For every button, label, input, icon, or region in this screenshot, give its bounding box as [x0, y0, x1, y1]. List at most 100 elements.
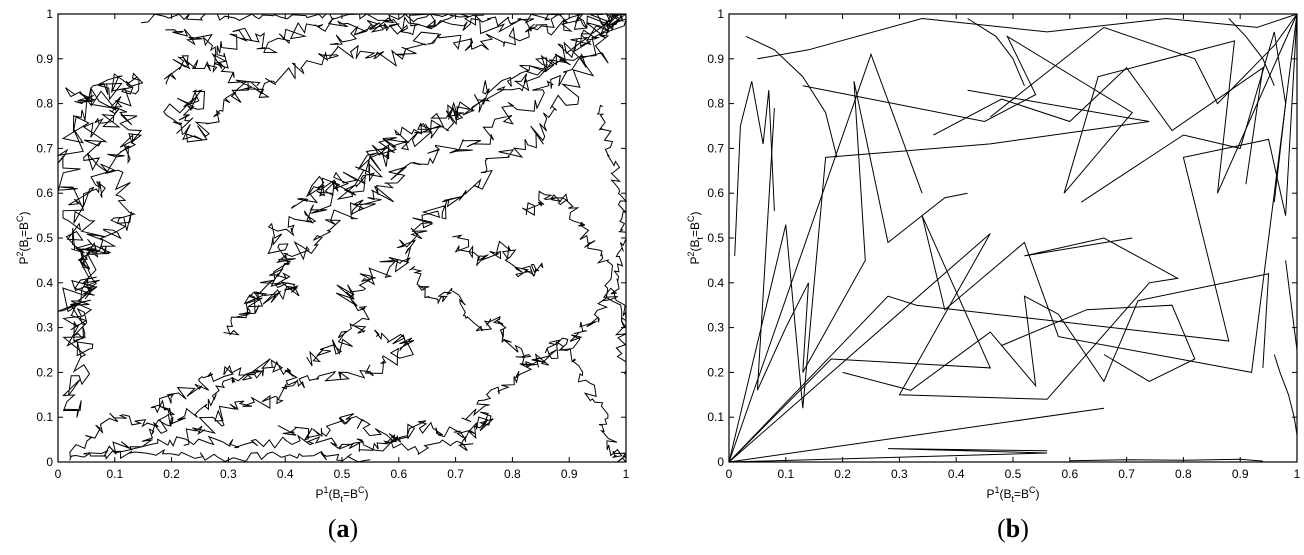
y-tick-label: 0 — [717, 455, 724, 469]
x-tick-label: 0.3 — [220, 467, 237, 481]
y-axis-label: P2(Bt=BC) — [15, 211, 34, 264]
x-tick-label: 0.9 — [561, 467, 578, 481]
trajectory-line-2 — [728, 13, 1298, 463]
tick-group: 0 0.1 0.2 0.3 0.4 0.5 0.6 0.7 0.8 0.9 1 0 0.1 0.2 0.3 0… — [36, 7, 629, 481]
x-tick-label: 0.8 — [1175, 467, 1192, 481]
trajectory-line-22 — [1285, 260, 1298, 351]
trajectory-line-7 — [728, 89, 1150, 463]
y-axis-label: P2(Bt=BC) — [686, 211, 705, 264]
x-tick-label: 0.6 — [1061, 467, 1078, 481]
trajectory-line-6 — [728, 448, 1048, 463]
trajectory-line-16 — [1080, 31, 1287, 203]
plot-frame — [57, 13, 627, 463]
y-tick-label: 0.4 — [36, 276, 53, 290]
trajectory-line-6 — [163, 81, 261, 143]
x-tick-label: 0 — [726, 467, 733, 481]
trajectory-line-10 — [802, 13, 1298, 194]
y-tick-label: 0.2 — [707, 365, 724, 379]
y-tick-label: 0.5 — [36, 231, 53, 245]
trajectory-line-17 — [1069, 458, 1263, 462]
trajectory-line-17 — [409, 265, 627, 463]
x-tick-label: 0.2 — [834, 467, 851, 481]
x-tick-label: 0.6 — [390, 467, 407, 481]
chart-panel-b: 0 0.1 0.2 0.3 0.4 0.5 0.6 0.7 0.8 0.9 1 0 0.1 0.2 0.3 0… — [686, 7, 1301, 543]
trajectory-line-2 — [57, 87, 100, 418]
x-tick-label: 0.3 — [891, 467, 908, 481]
trajectory-line-12 — [83, 358, 298, 458]
trajectory-line-5 — [165, 13, 627, 98]
trajectory-line-9 — [734, 81, 775, 256]
trajectory-line-4 — [728, 407, 1104, 463]
trajectory-line-1 — [62, 73, 133, 341]
x-tick-label: 0.2 — [163, 467, 180, 481]
x-tick-label: 1 — [623, 467, 630, 481]
y-tick-label: 0.9 — [36, 52, 53, 66]
trajectory-line-3 — [728, 233, 1180, 463]
trajectory-line-14 — [842, 273, 1270, 391]
y-tick-label: 0.5 — [707, 231, 724, 245]
tick-group: 0 0.1 0.2 0.3 0.4 0.5 0.6 0.7 0.8 0.9 1 0 0.1 0.2 0.3 0… — [707, 7, 1300, 481]
trajectory-line-21 — [1273, 354, 1298, 436]
trajectory-line-19 — [596, 104, 628, 328]
trajectory-line-11 — [183, 329, 415, 446]
y-tick-label: 0.7 — [707, 141, 724, 155]
x-tick-label: 0 — [55, 467, 62, 481]
trajectory-line-21 — [452, 234, 544, 278]
trace-group — [728, 13, 1298, 463]
trajectory-line-19 — [967, 18, 1025, 86]
y-tick-label: 0.3 — [36, 321, 53, 335]
x-tick-label: 0.1 — [106, 467, 123, 481]
x-axis-label: P1(Bt=BC) — [315, 485, 368, 504]
trajectory-line-3 — [70, 72, 144, 358]
trajectory-line-23 — [141, 13, 485, 24]
y-tick-label: 0 — [46, 455, 53, 469]
trajectory-line-22 — [329, 13, 570, 45]
y-tick-label: 0.1 — [707, 410, 724, 424]
y-tick-label: 0.1 — [36, 410, 53, 424]
y-tick-label: 0.8 — [707, 97, 724, 111]
y-tick-label: 0.2 — [36, 365, 53, 379]
trajectory-line-5 — [728, 13, 1298, 463]
trajectory-line-4 — [163, 12, 626, 85]
x-tick-label: 0.5 — [1005, 467, 1022, 481]
trajectory-line-20 — [461, 287, 619, 423]
y-tick-label: 0.9 — [707, 52, 724, 66]
trajectory-line-9 — [290, 13, 626, 209]
x-tick-label: 0.7 — [447, 467, 464, 481]
y-tick-label: 0.6 — [707, 186, 724, 200]
trace-group — [57, 12, 628, 463]
trajectory-line-8 — [223, 13, 627, 336]
x-tick-label: 0.7 — [1118, 467, 1135, 481]
x-tick-label: 0.8 — [504, 467, 521, 481]
trajectory-line-15 — [108, 434, 411, 454]
plot-frame — [728, 13, 1298, 463]
y-tick-label: 1 — [717, 7, 724, 21]
trajectory-line-11 — [933, 66, 1264, 185]
y-tick-label: 0.4 — [707, 276, 724, 290]
x-tick-label: 0.9 — [1232, 467, 1249, 481]
x-tick-label: 0.5 — [334, 467, 351, 481]
x-axis-label: P1(Bt=BC) — [986, 485, 1039, 504]
trajectory-line-1 — [728, 52, 923, 463]
x-tick-label: 0.1 — [777, 467, 794, 481]
trajectory-line-12 — [989, 13, 1298, 118]
y-tick-label: 1 — [46, 7, 53, 21]
panel-label-a: (a) — [328, 514, 358, 543]
panel-label-b: (b) — [997, 514, 1029, 543]
y-tick-label: 0.6 — [36, 186, 53, 200]
x-tick-label: 0.4 — [948, 467, 965, 481]
x-tick-label: 1 — [1294, 467, 1301, 481]
chart-panel-a: 0 0.1 0.2 0.3 0.4 0.5 0.6 0.7 0.8 0.9 1 0 0.1 0.2 0.3 0… — [15, 7, 630, 543]
trajectory-line-13 — [757, 13, 1298, 60]
trajectory-line-15 — [1001, 304, 1196, 382]
trajectory-line-14 — [277, 411, 494, 456]
trajectory-line-20 — [1228, 18, 1275, 86]
trajectory-line-13 — [69, 367, 265, 458]
trajectory-line-18 — [521, 190, 627, 375]
y-tick-label: 0.3 — [707, 321, 724, 335]
trajectory-line-8 — [756, 81, 968, 391]
y-tick-label: 0.8 — [36, 97, 53, 111]
trajectory-line-10 — [306, 13, 627, 367]
trajectory-line-18 — [745, 35, 838, 158]
